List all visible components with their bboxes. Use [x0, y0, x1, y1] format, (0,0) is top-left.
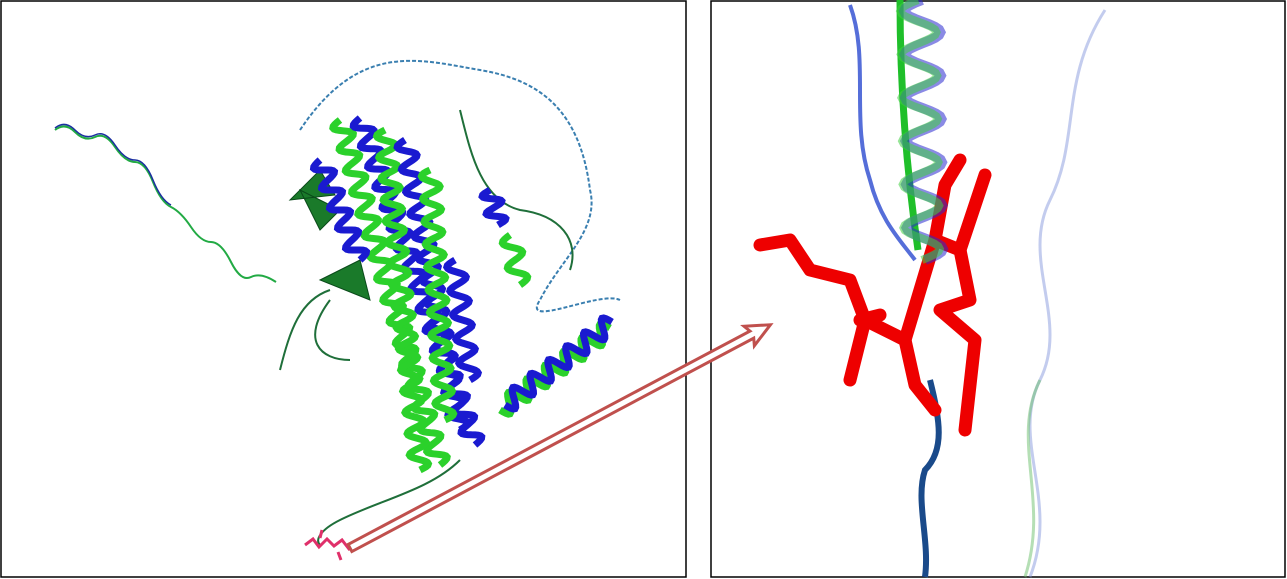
right-panel — [711, 1, 1285, 577]
figure — [0, 0, 1287, 579]
page: (() => { const svg = document.getElement… — [0, 0, 1287, 579]
